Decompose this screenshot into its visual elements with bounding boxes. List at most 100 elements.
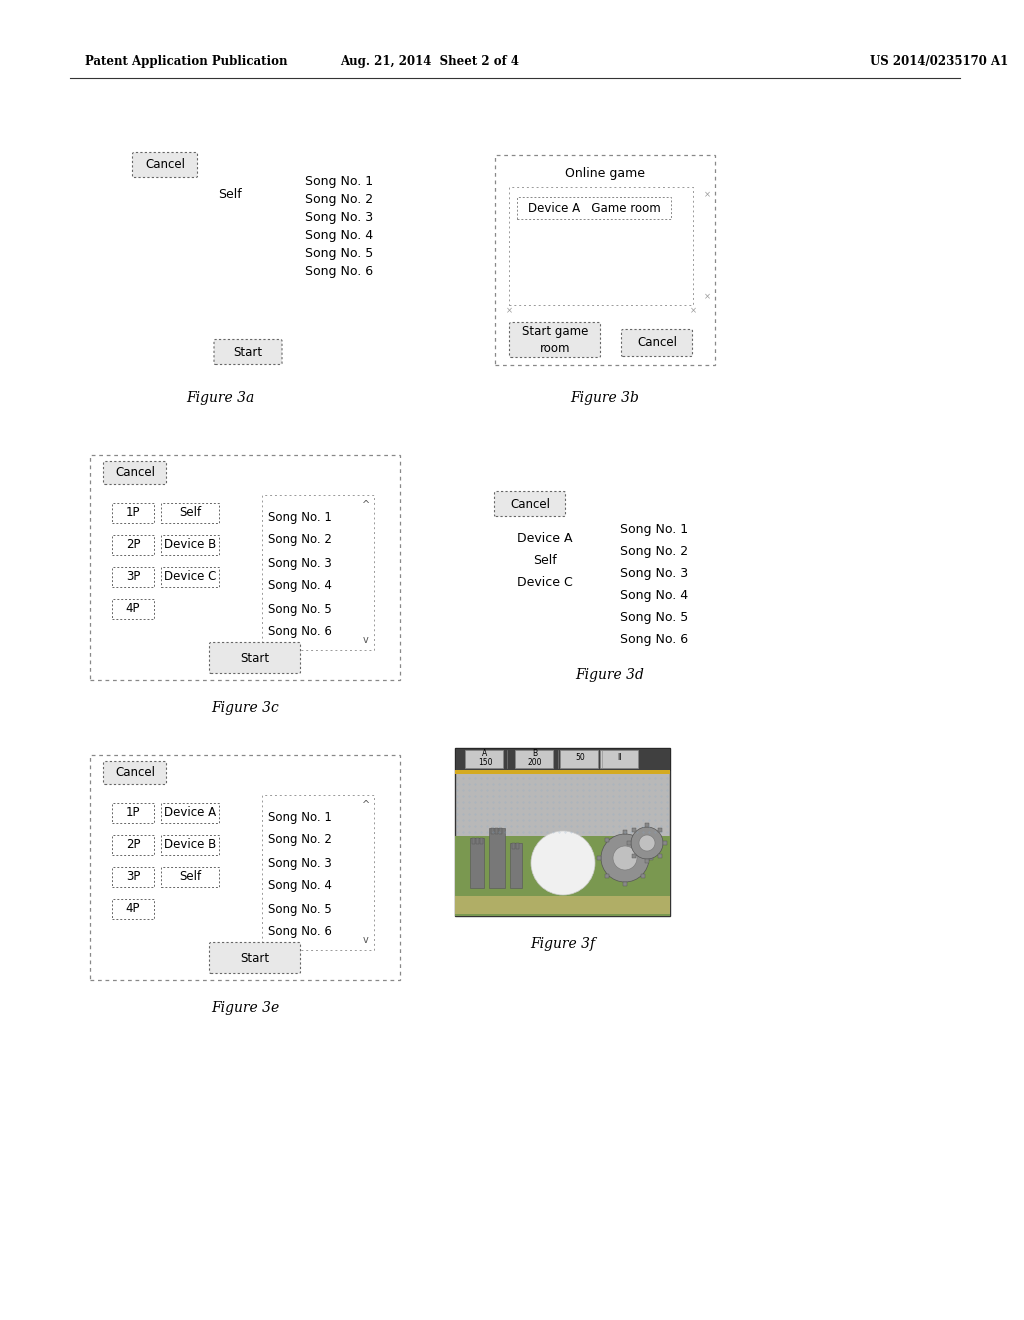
- Text: Song No. 4: Song No. 4: [305, 230, 373, 243]
- Bar: [632, 828, 636, 833]
- Bar: [455, 836, 670, 896]
- Text: Self: Self: [218, 189, 242, 202]
- Text: Song No. 6: Song No. 6: [620, 634, 688, 647]
- Text: Song No. 2: Song No. 2: [268, 833, 332, 846]
- Text: ^: ^: [361, 500, 370, 510]
- FancyBboxPatch shape: [210, 942, 300, 974]
- Bar: [161, 568, 219, 587]
- Text: Song No. 3: Song No. 3: [268, 857, 332, 870]
- Text: Song No. 2: Song No. 2: [620, 545, 688, 558]
- Bar: [161, 535, 219, 554]
- Bar: [161, 836, 219, 855]
- Bar: [472, 838, 475, 843]
- Bar: [490, 828, 494, 834]
- Text: v: v: [364, 635, 369, 645]
- Text: Start game
room: Start game room: [522, 326, 588, 355]
- Bar: [112, 867, 154, 887]
- Text: Song No. 5: Song No. 5: [305, 248, 374, 260]
- Bar: [623, 882, 627, 886]
- Bar: [645, 859, 649, 863]
- Text: 2P: 2P: [126, 838, 140, 851]
- Text: Song No. 4: Song No. 4: [620, 590, 688, 602]
- Text: Song No. 3: Song No. 3: [620, 568, 688, 581]
- Text: Song No. 5: Song No. 5: [620, 611, 688, 624]
- FancyBboxPatch shape: [103, 762, 167, 784]
- Bar: [455, 748, 670, 770]
- Text: Song No. 1: Song No. 1: [620, 524, 688, 536]
- Text: Song No. 5: Song No. 5: [268, 903, 332, 916]
- Text: Self: Self: [179, 507, 201, 520]
- Text: Cancel: Cancel: [115, 466, 155, 479]
- Text: Song No. 1: Song No. 1: [305, 176, 373, 189]
- Text: Device A   Game room: Device A Game room: [527, 202, 660, 214]
- Text: Patent Application Publication: Patent Application Publication: [85, 55, 288, 69]
- Text: ×: ×: [703, 190, 711, 199]
- Circle shape: [613, 846, 637, 870]
- Bar: [517, 197, 671, 219]
- Text: v: v: [364, 935, 369, 945]
- Text: 1P: 1P: [126, 507, 140, 520]
- Text: Figure 3f: Figure 3f: [530, 937, 595, 950]
- Bar: [465, 750, 503, 768]
- FancyBboxPatch shape: [622, 330, 692, 356]
- FancyBboxPatch shape: [495, 491, 565, 516]
- Bar: [262, 795, 374, 950]
- Text: 1P: 1P: [126, 807, 140, 820]
- Bar: [495, 828, 498, 834]
- Bar: [632, 854, 636, 858]
- Text: Device C: Device C: [164, 570, 216, 583]
- FancyBboxPatch shape: [132, 153, 198, 177]
- FancyBboxPatch shape: [103, 462, 167, 484]
- Bar: [657, 828, 662, 833]
- Text: ^: ^: [361, 800, 370, 810]
- Text: Cancel: Cancel: [145, 158, 185, 172]
- Bar: [112, 836, 154, 855]
- Text: Device A: Device A: [164, 807, 216, 820]
- Bar: [657, 854, 662, 858]
- Bar: [489, 828, 505, 888]
- Bar: [90, 455, 400, 680]
- Text: Figure 3b: Figure 3b: [570, 391, 639, 405]
- Circle shape: [601, 834, 649, 882]
- Bar: [90, 755, 400, 979]
- Text: Device B: Device B: [164, 838, 216, 851]
- Bar: [516, 843, 519, 849]
- Circle shape: [639, 836, 655, 851]
- Text: Aug. 21, 2014  Sheet 2 of 4: Aug. 21, 2014 Sheet 2 of 4: [341, 55, 519, 69]
- Text: Figure 3c: Figure 3c: [211, 701, 279, 715]
- Bar: [627, 841, 631, 845]
- Bar: [161, 503, 219, 523]
- Text: ×: ×: [689, 306, 696, 315]
- Bar: [515, 750, 553, 768]
- Bar: [641, 874, 645, 878]
- Text: 50: 50: [575, 754, 585, 763]
- Bar: [455, 896, 670, 913]
- Bar: [112, 803, 154, 822]
- Text: Start: Start: [241, 952, 269, 965]
- Text: Song No. 1: Song No. 1: [268, 511, 332, 524]
- Text: Start: Start: [241, 652, 269, 664]
- Text: Figure 3e: Figure 3e: [211, 1001, 280, 1015]
- Bar: [495, 154, 715, 366]
- Text: Cancel: Cancel: [637, 337, 677, 350]
- Bar: [161, 867, 219, 887]
- Bar: [600, 750, 638, 768]
- Text: II: II: [617, 754, 623, 763]
- Text: 3P: 3P: [126, 870, 140, 883]
- Text: Song No. 2: Song No. 2: [305, 194, 373, 206]
- Text: US 2014/0235170 A1: US 2014/0235170 A1: [870, 55, 1009, 69]
- Circle shape: [531, 832, 595, 895]
- Text: A
150: A 150: [478, 748, 493, 767]
- Text: Cancel: Cancel: [115, 767, 155, 780]
- Bar: [112, 899, 154, 919]
- Text: 4P: 4P: [126, 903, 140, 916]
- Bar: [512, 843, 515, 849]
- Bar: [480, 838, 483, 843]
- Bar: [509, 187, 693, 305]
- Bar: [112, 568, 154, 587]
- Text: Device C: Device C: [517, 576, 572, 589]
- Text: Song No. 4: Song No. 4: [268, 579, 332, 593]
- Text: Device B: Device B: [164, 539, 216, 552]
- Text: Song No. 6: Song No. 6: [268, 626, 332, 639]
- Text: Figure 3d: Figure 3d: [575, 668, 644, 682]
